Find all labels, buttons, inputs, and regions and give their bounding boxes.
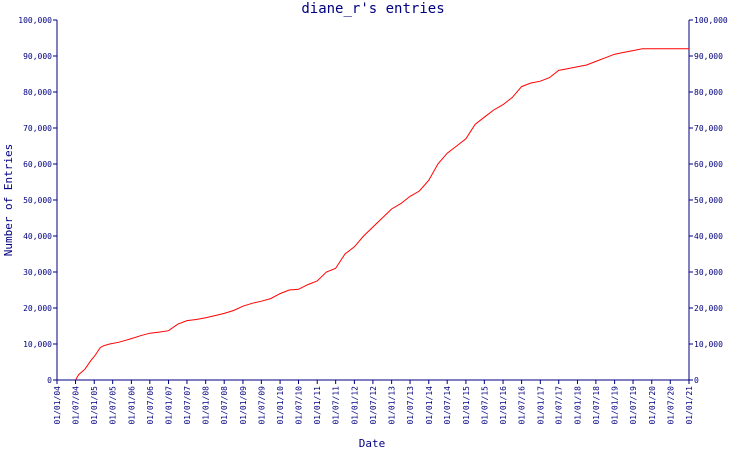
x-tick-label: 01/01/09 [239,386,248,425]
x-tick-label: 01/07/10 [295,386,304,425]
y-tick-label: 60,000 [23,160,52,169]
x-tick-label: 01/07/16 [518,386,527,425]
y-ticks-right: 0 10,000 20,000 30,000 40,000 50,000 60,000 70,… [689,16,728,385]
x-tick-label: 01/07/06 [146,386,155,425]
y-tick-label-right: 80,000 [694,88,723,97]
x-tick-label: 01/01/12 [350,386,359,425]
y-tick-label-right: 0 [694,376,699,385]
y-tick-label-right: 40,000 [694,232,723,241]
x-tick-label: 01/07/08 [220,386,229,425]
y-tick-label: 0 [47,376,52,385]
y-tick-label: 50,000 [23,196,52,205]
x-tick-label: 01/01/04 [53,386,62,425]
y-tick-label-right: 100,000 [694,16,728,25]
y-tick-label: 90,000 [23,52,52,61]
y-tick-label-right: 20,000 [694,304,723,313]
y-tick-label-right: 10,000 [694,340,723,349]
x-tick-label: 01/07/13 [406,386,415,425]
y-tick-label-right: 50,000 [694,196,723,205]
y-tick-label-right: 90,000 [694,52,723,61]
x-tick-label: 01/01/15 [462,386,471,425]
x-tick-label: 01/01/11 [313,386,322,425]
y-axis-label: Number of Entries [2,144,15,257]
x-ticks: 01/01/04 01/07/04 01/01/05 01/07/05 01/01/06… [53,380,694,425]
x-tick-label: 01/07/14 [443,386,452,425]
x-tick-label: 01/01/05 [90,386,99,425]
x-tick-label: 01/01/08 [202,386,211,425]
x-tick-label: 01/07/09 [257,386,266,425]
x-tick-label: 01/01/16 [499,386,508,425]
x-tick-label: 01/01/20 [648,386,657,425]
x-tick-label: 01/01/07 [165,386,174,425]
y-tick-label-right: 70,000 [694,124,723,133]
x-tick-label: 01/07/04 [72,386,81,425]
x-tick-label: 01/07/17 [555,386,564,425]
x-tick-label: 01/01/06 [127,386,136,425]
x-tick-label: 01/01/14 [425,386,434,425]
x-tick-label: 01/07/05 [109,386,118,425]
y-ticks-left: 0 10,000 20,000 30,000 40,000 50,000 60,000 70,… [18,16,57,385]
y-tick-label: 30,000 [23,268,52,277]
x-tick-label: 01/01/18 [573,386,582,425]
chart-title: diane_r's entries [301,1,444,17]
y-tick-label: 70,000 [23,124,52,133]
x-tick-label: 01/01/13 [388,386,397,425]
x-tick-label: 01/01/10 [276,386,285,425]
x-tick-label: 01/07/19 [629,386,638,425]
y-tick-label: 80,000 [23,88,52,97]
series-group [75,48,689,381]
x-tick-label: 01/01/19 [611,386,620,425]
x-axis-label: Date [359,437,386,450]
x-tick-label: 01/07/11 [332,386,341,425]
axes [56,20,690,381]
x-tick-label: 01/07/20 [666,386,675,425]
y-tick-label-right: 60,000 [694,160,723,169]
entries-series-line [75,48,689,381]
x-tick-label: 01/01/17 [536,386,545,425]
x-tick-label: 01/07/15 [480,386,489,425]
x-tick-label: 01/07/07 [183,386,192,425]
y-tick-label: 20,000 [23,304,52,313]
y-tick-label: 40,000 [23,232,52,241]
y-tick-label: 10,000 [23,340,52,349]
x-tick-label: 01/01/21 [685,386,694,425]
y-tick-label-right: 30,000 [694,268,723,277]
x-tick-label: 01/07/12 [369,386,378,425]
y-tick-label: 100,000 [18,16,52,25]
x-tick-label: 01/07/18 [592,386,601,425]
